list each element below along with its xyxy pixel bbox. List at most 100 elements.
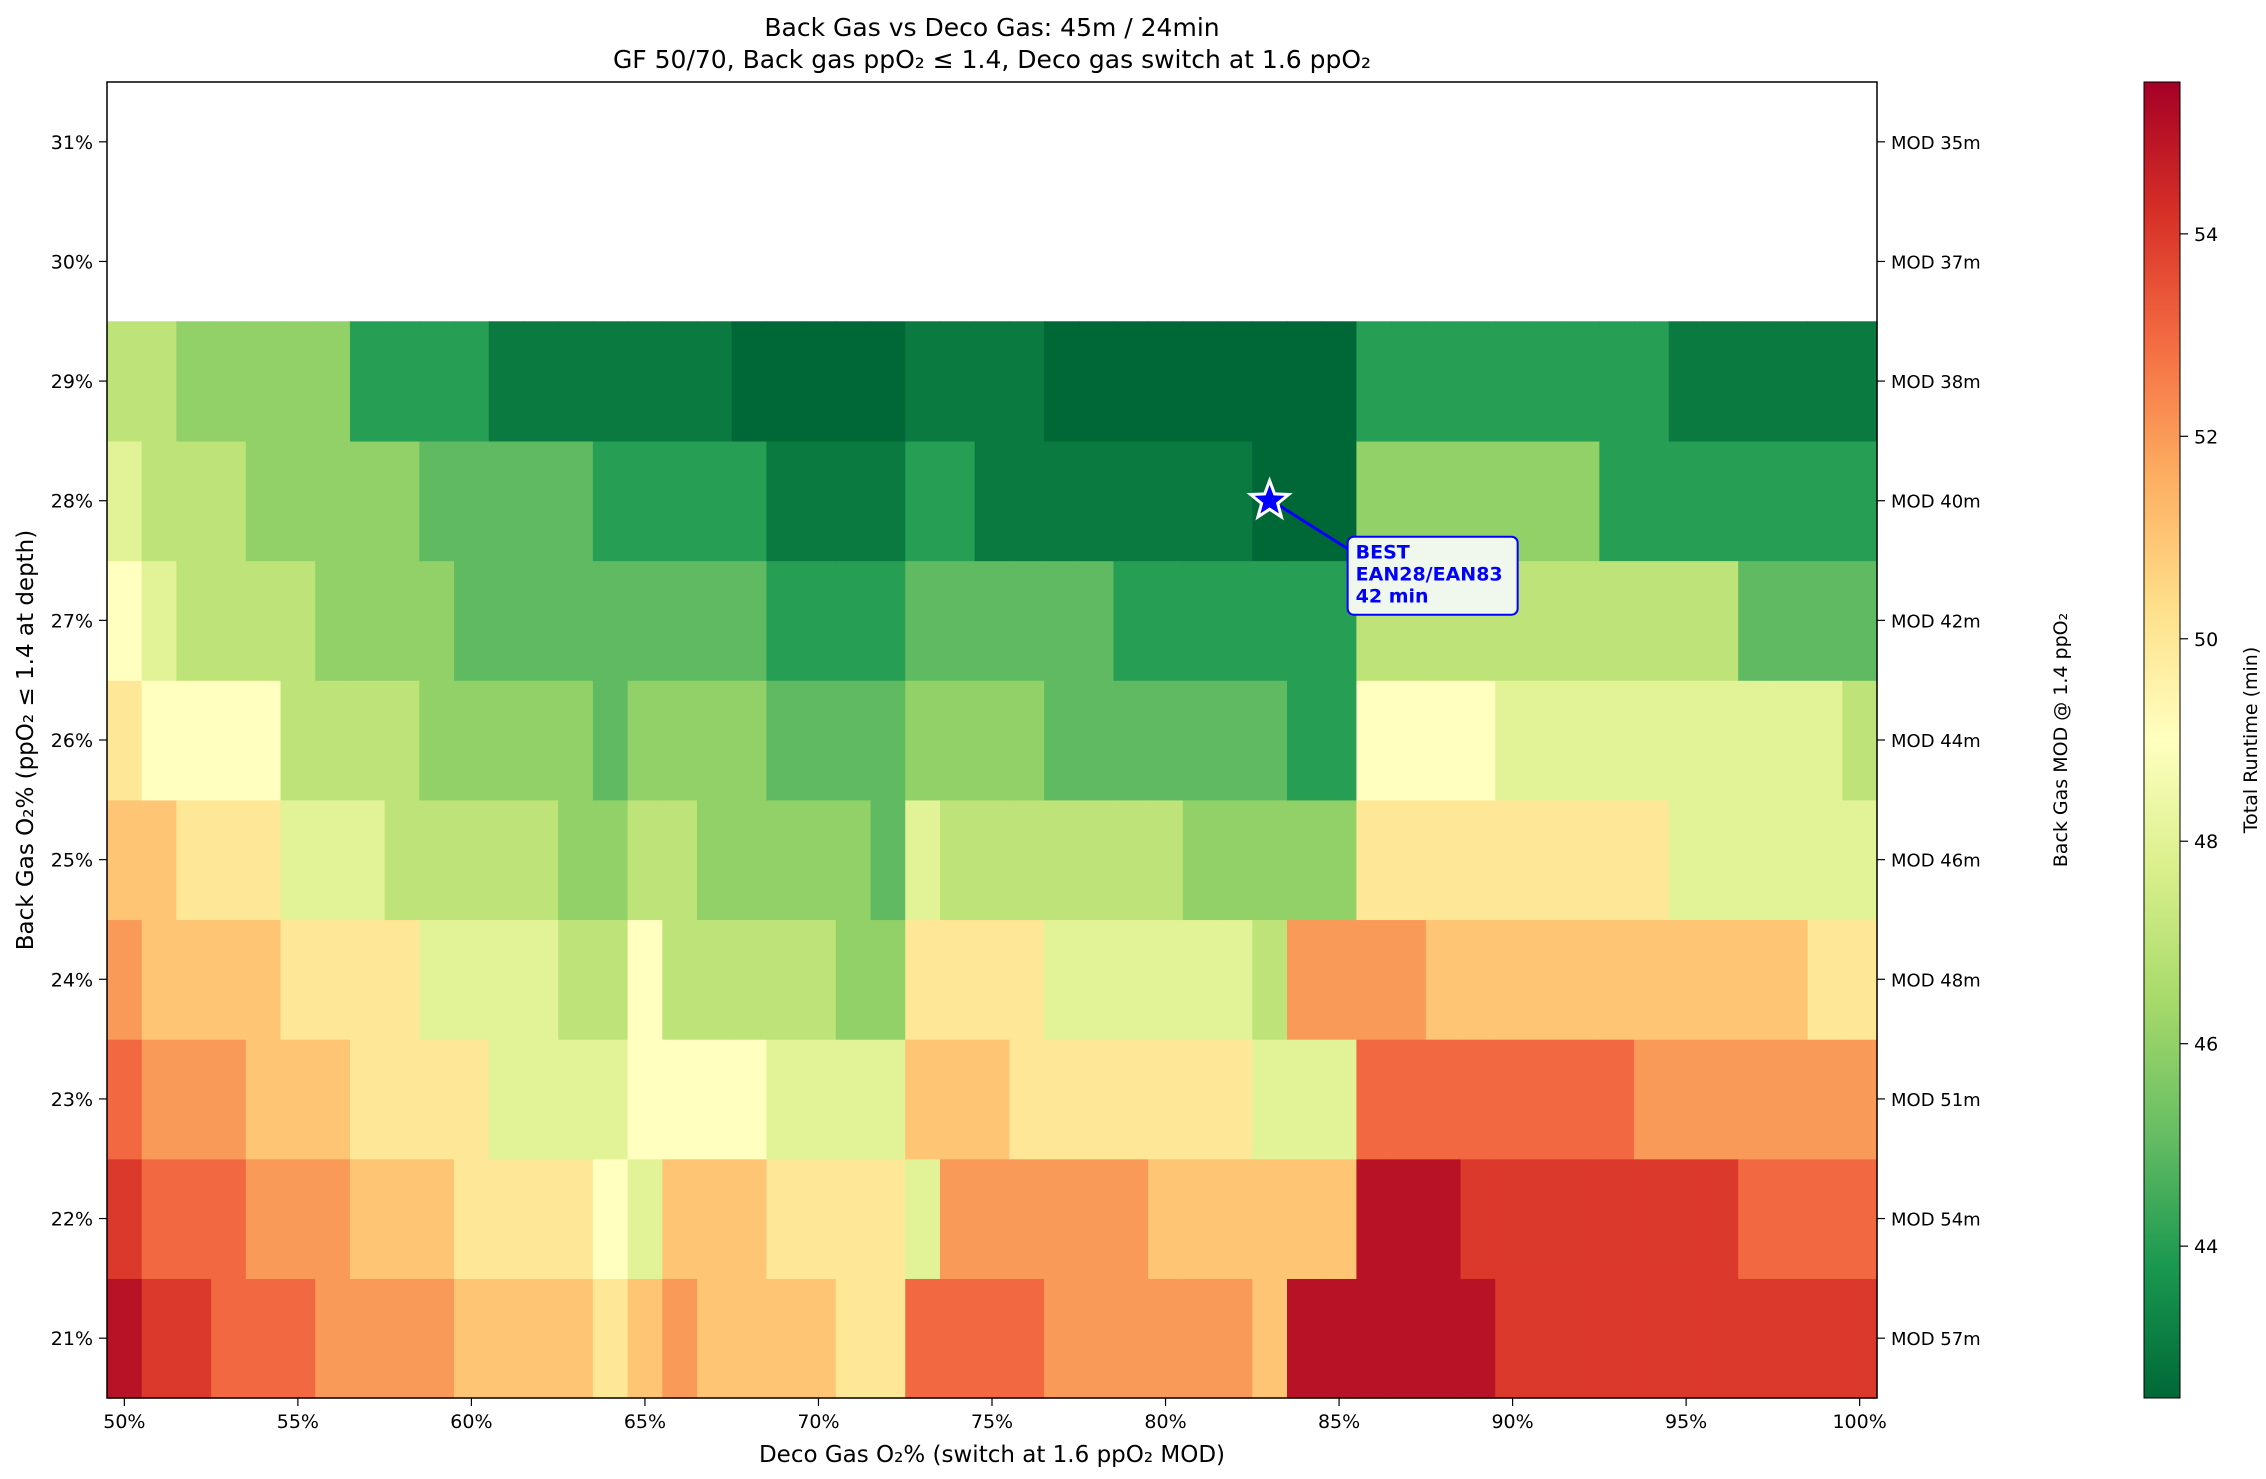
colorbar-gradient	[2143, 81, 2181, 1399]
best-arrow	[1278, 504, 1349, 550]
heatmap-cell	[1668, 440, 1705, 562]
heatmap-cell	[905, 919, 941, 1040]
heatmap-cell	[905, 1158, 941, 1279]
heatmap-cell	[558, 1039, 594, 1160]
heatmap-cell	[315, 321, 351, 442]
heatmap-cell	[766, 560, 802, 681]
heatmap-cell	[627, 1278, 663, 1399]
heatmap-cell	[454, 1278, 490, 1399]
heatmap-cell	[488, 440, 525, 562]
heatmap-cell	[176, 919, 212, 1040]
heatmap-cell	[454, 799, 490, 921]
heatmap-cell	[315, 680, 351, 801]
heatmap-cell	[1738, 1158, 1774, 1279]
y-tick-label: 29%	[51, 371, 93, 393]
heatmap-cell	[349, 1039, 386, 1160]
heatmap-cell	[523, 799, 559, 921]
heatmap-cell	[523, 560, 559, 681]
best-label-line1: BEST	[1356, 542, 1410, 564]
heatmap-cell	[245, 560, 282, 681]
heatmap-cell	[801, 799, 837, 921]
heatmap-cell	[905, 680, 941, 801]
heatmap-cell	[245, 321, 282, 442]
right-tick-label: MOD 40m	[1891, 492, 1981, 513]
heatmap-cell	[1217, 321, 1253, 442]
heatmap-cell	[488, 799, 525, 921]
heatmap-cell	[801, 1158, 837, 1279]
heatmap-cell	[1182, 321, 1219, 442]
heatmap-cell	[974, 440, 1010, 562]
heatmap-cell	[1807, 1158, 1843, 1279]
heatmap-cell	[107, 680, 143, 801]
heatmap-cell	[1564, 560, 1600, 681]
heatmap-cell	[592, 1158, 629, 1279]
heatmap-cell	[107, 1039, 143, 1160]
heatmap-cell	[1703, 440, 1739, 562]
heatmap-cell	[1287, 1158, 1323, 1279]
right-tick-label: MOD 42m	[1891, 611, 1981, 632]
heatmap-cell	[1113, 560, 1149, 681]
heatmap-cell	[731, 1158, 768, 1279]
heatmap-cell	[1668, 799, 1705, 921]
y-tick-label: 31%	[51, 132, 93, 154]
heatmap-cell	[1703, 560, 1739, 681]
heatmap-cell	[1321, 1278, 1358, 1399]
heatmap-cell	[974, 680, 1010, 801]
heatmap-cell	[523, 1278, 559, 1399]
heatmap-cell	[1113, 321, 1149, 442]
heatmap-cell	[627, 560, 663, 681]
heatmap-cell	[558, 799, 594, 921]
heatmap-cell	[280, 440, 316, 562]
heatmap-cell	[1252, 1278, 1288, 1399]
heatmap-cell	[1738, 321, 1774, 442]
y-tick-label: 22%	[51, 1209, 93, 1231]
heatmap-cell	[1599, 1278, 1635, 1399]
heatmap-cell	[384, 440, 420, 562]
heatmap-cell	[1148, 1158, 1184, 1279]
heatmap-cell	[939, 1158, 976, 1279]
heatmap-cell	[523, 1158, 559, 1279]
x-tick-label: 90%	[1491, 1411, 1533, 1433]
heatmap-cell	[1807, 919, 1843, 1040]
colorbar-label: Total Runtime (min)	[2240, 647, 2262, 834]
heatmap-cell	[1252, 321, 1288, 442]
heatmap-cell	[1564, 1039, 1600, 1160]
heatmap-cell	[1460, 799, 1496, 921]
heatmap-cell	[384, 560, 420, 681]
heatmap-cell	[1634, 1039, 1670, 1160]
x-tick-label: 55%	[277, 1411, 319, 1433]
heatmap-cell	[974, 1039, 1010, 1160]
heatmap-cell	[662, 440, 698, 562]
heatmap-cell	[1599, 560, 1635, 681]
heatmap-cell	[1738, 1278, 1774, 1399]
heatmap-cell	[1182, 1158, 1219, 1279]
heatmap-cell	[801, 919, 837, 1040]
heatmap-cell	[211, 680, 247, 801]
heatmap-cell	[558, 919, 594, 1040]
x-tick-label: 75%	[971, 1411, 1013, 1433]
heatmap-cell	[662, 919, 698, 1040]
heatmap-cell	[870, 1278, 906, 1399]
heatmap-cell	[384, 1278, 420, 1399]
heatmap-cell	[662, 680, 698, 801]
heatmap-cell	[1599, 440, 1635, 562]
heatmap-cell	[870, 799, 906, 921]
heatmap-cell	[211, 1278, 247, 1399]
heatmap-cell	[523, 321, 559, 442]
heatmap-cell	[1148, 1039, 1184, 1160]
y-tick-label: 30%	[51, 251, 93, 273]
y-axis-ticks: 21% 22% 23% 24% 25% 26% 27% 28% 29% 30% 31%	[51, 132, 107, 1350]
heatmap-cell	[176, 1158, 212, 1279]
heatmap-cell	[905, 560, 941, 681]
heatmap-cell	[419, 919, 455, 1040]
heatmap-cell	[1460, 919, 1496, 1040]
x-tick-label: 70%	[797, 1411, 839, 1433]
heatmap-cell	[1113, 1158, 1149, 1279]
heatmap-cell	[419, 1158, 455, 1279]
heatmap-cell	[1078, 560, 1115, 681]
y-tick-label: 28%	[51, 491, 93, 513]
heatmap-cell	[627, 1158, 663, 1279]
heatmap-cell	[1529, 440, 1566, 562]
heatmap-cell	[1495, 321, 1531, 442]
heatmap-cell	[245, 440, 282, 562]
